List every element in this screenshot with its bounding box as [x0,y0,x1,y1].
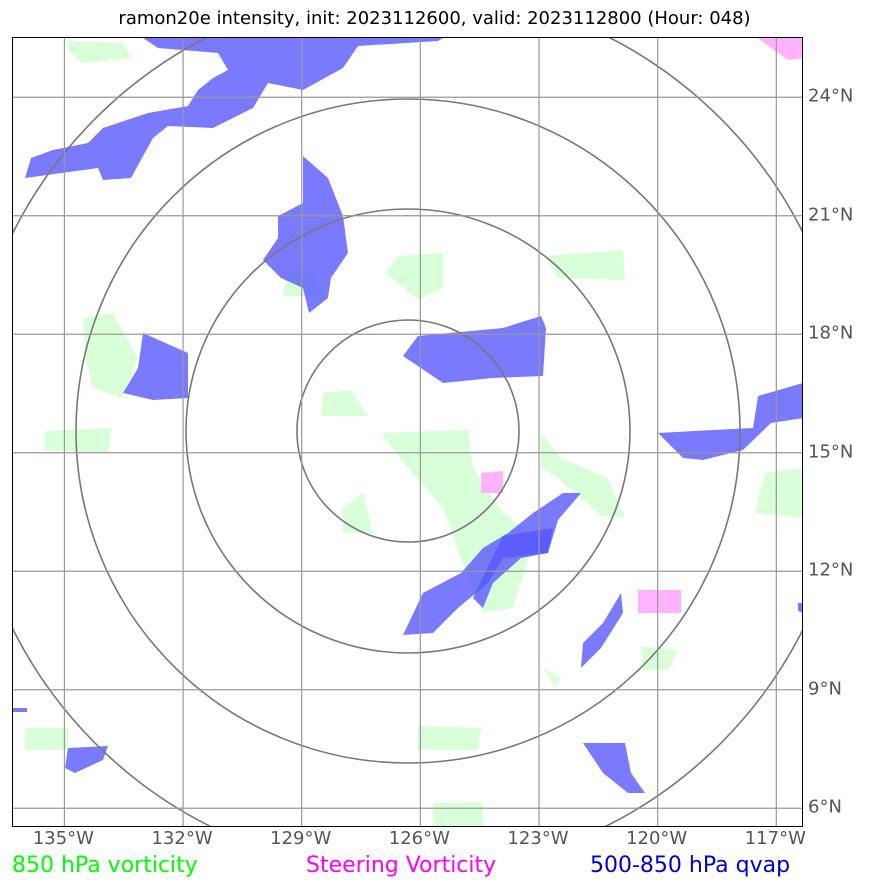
legend-steering-vorticity: Steering Vorticity [306,853,497,878]
longitude-tick-label: 120°W [626,828,688,849]
legend-qvap: 500-850 hPa qvap [590,853,791,878]
map-canvas[interactable] [13,38,803,827]
latitude-tick-label: 6°N [808,796,842,818]
longitude-tick-label: 126°W [388,828,450,849]
range-rings [13,38,802,826]
range-ring-3 [75,98,741,764]
longitude-tick-label: 117°W [744,828,806,849]
range-ring-1 [296,319,520,543]
range-ring-2 [185,208,631,654]
map-title: ramon20e intensity, init: 2023112600, va… [118,8,751,29]
longitude-tick-label: 135°W [32,828,94,849]
latitude-tick-label: 12°N [808,559,854,581]
map-panel[interactable] [12,37,803,827]
graticule [13,38,802,826]
latitude-tick-label: 9°N [808,678,842,700]
latitude-tick-label: 18°N [808,322,854,344]
latitude-tick-label: 15°N [808,441,854,463]
qvap-fill [13,38,802,793]
latitude-tick-label: 21°N [808,204,854,226]
longitude-tick-label: 132°W [151,828,213,849]
legend-vorticity-850: 850 hPa vorticity [12,853,198,878]
longitude-tick-label: 129°W [270,828,332,849]
latitude-tick-label: 24°N [808,85,854,107]
steering-vorticity-fill [481,38,802,613]
longitude-tick-label: 123°W [507,828,569,849]
